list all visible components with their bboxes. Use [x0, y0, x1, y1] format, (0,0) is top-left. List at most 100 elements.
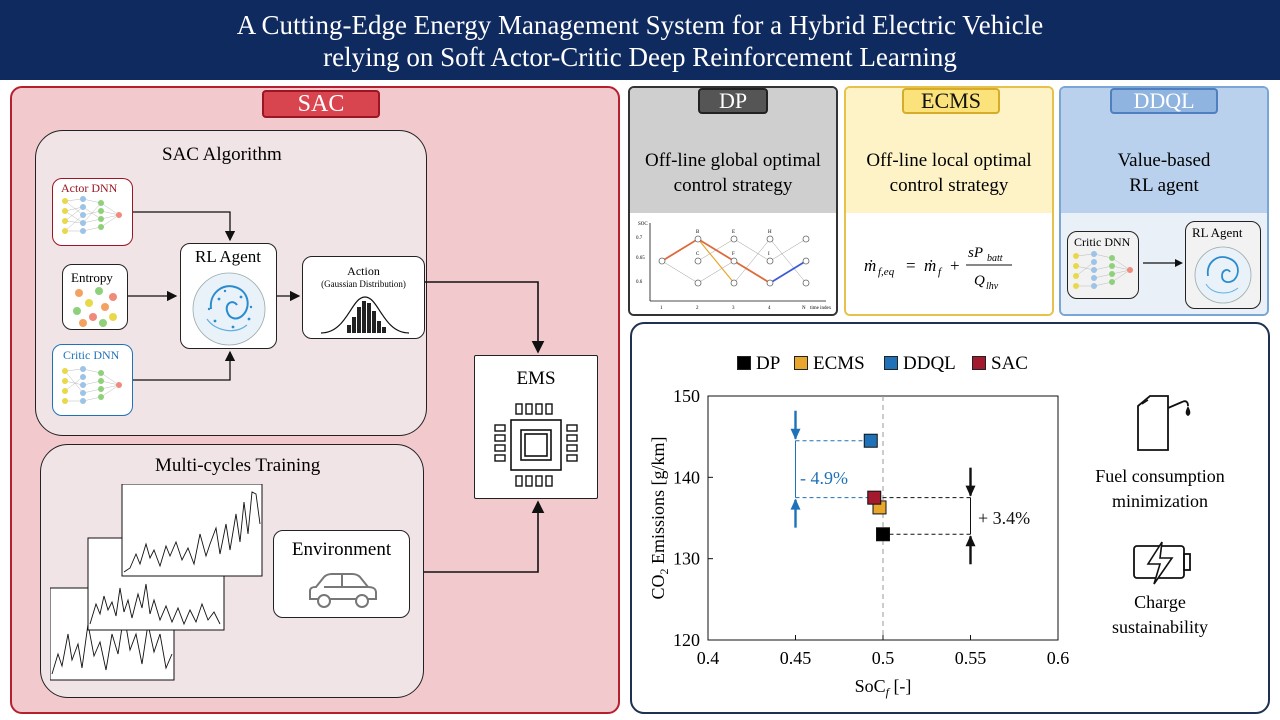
ddql-network-icon [1073, 251, 1133, 289]
ems-label: EMS [516, 368, 556, 389]
environment-to-ems-arrow [424, 500, 545, 573]
dp-graph-icon: SOC time index 0.7 0.65 0.6 1 2 3 4 N [636, 222, 832, 311]
dp-ylabel: SOC [638, 222, 648, 227]
actor-dnn-label: Actor DNN [61, 181, 118, 195]
gaussian-distribution-icon [320, 296, 410, 334]
svg-text:f: f [938, 266, 943, 278]
dp-ytick-1: 0.7 [636, 236, 643, 241]
y-tick-label-0: 120 [673, 630, 700, 650]
dp-ytick-2: 0.65 [636, 256, 645, 261]
annotation-0 [790, 410, 875, 528]
dp-tag: DP [698, 88, 768, 114]
ems-card: EMS [474, 355, 598, 499]
sac-tag: SAC [262, 90, 380, 118]
dp-xtick-3: 3 [732, 306, 735, 311]
cycle-plot-front [121, 484, 263, 577]
y-tick-label-3: 150 [673, 386, 700, 406]
ticks: 0.4 0.45 0.5 0.55 0.6 120 130 140 150 [673, 386, 1069, 668]
legend-sac-swatch [972, 356, 986, 370]
sac-algorithm-title: SAC Algorithm [162, 144, 282, 165]
rl-agent-label: RL Agent [195, 247, 261, 266]
actor-to-agent-arrow [133, 211, 236, 242]
svg-text:=: = [906, 256, 916, 275]
title-line-1: A Cutting-Edge Energy Management System … [236, 10, 1044, 40]
actor-dnn-card: Actor DNN [52, 178, 133, 246]
dp-node-h: H [768, 230, 772, 235]
x-tick-label-1: 0.45 [780, 648, 812, 668]
training-title: Multi-cycles Training [155, 455, 321, 476]
environment-label: Environment [291, 539, 392, 560]
point-sac [867, 490, 882, 505]
dp-xtick-2: 2 [696, 306, 699, 311]
actor-network-icon [62, 196, 122, 234]
fuel-can-icon [1137, 395, 1191, 451]
annotation-sac-label: + 3.4% [978, 508, 1030, 528]
ecms-tag: ECMS [902, 88, 1000, 114]
svg-text:ṁ: ṁ [924, 256, 936, 275]
battery-charge-icon [1133, 541, 1191, 585]
ecms-panel: Off-line local optimal control strategy … [844, 86, 1054, 316]
action-sublabel: (Gaussian Distribution) [321, 279, 406, 289]
annotations [790, 410, 976, 565]
dp-ytick-3: 0.6 [636, 280, 643, 285]
legend-ddql-swatch [884, 356, 898, 370]
svg-text:sP: sP [968, 245, 983, 261]
svg-text:Q: Q [974, 273, 985, 289]
annotation-ddql-label: - 4.9% [800, 468, 848, 488]
dp-xlabel: time index [810, 306, 832, 311]
legend-dp-swatch [737, 356, 751, 370]
x-tick-label-2: 0.5 [872, 648, 895, 668]
ddql-critic-card: Critic DNN [1067, 231, 1139, 299]
ddql-agent-label: RL Agent [1192, 225, 1243, 240]
point-ddql [863, 433, 878, 448]
ddql-panel: Value-based RL agent Critic DNN RL Age [1059, 86, 1269, 316]
svg-text:lhv: lhv [986, 281, 999, 292]
dp-node-f: F [732, 252, 735, 257]
title-bar: A Cutting-Edge Energy Management System … [0, 0, 1280, 80]
legend-ecms-swatch [794, 356, 808, 370]
critic-to-agent-arrow [133, 350, 236, 381]
action-to-ems-arrow [425, 281, 545, 354]
ecms-description: Off-line local optimal control strategy [866, 150, 1032, 196]
point-dp [876, 527, 890, 542]
critic-network-icon [62, 366, 122, 404]
dp-node-i: I [768, 252, 770, 257]
svg-text:f,eq: f,eq [878, 266, 895, 278]
ddql-tag: DDQL [1110, 88, 1218, 114]
critic-dnn-card: Critic DNN [52, 344, 133, 416]
dp-node-b: B [696, 230, 700, 235]
chip-icon [494, 403, 578, 487]
co2-soc-chart: 0.4 0.45 0.5 0.55 0.6 120 130 140 150 SoCf [-] C… [648, 386, 1069, 699]
critic-dnn-label: Critic DNN [63, 348, 120, 362]
charge-label: Charge sustainability [1112, 592, 1208, 637]
ddql-panel-bottom: Critic DNN RL Agent [1061, 213, 1267, 314]
svg-text:batt: batt [987, 253, 1003, 264]
svg-text:+: + [950, 256, 960, 275]
ddql-arrow [1143, 259, 1183, 267]
ddql-agent-card: RL Agent [1185, 221, 1261, 309]
svg-text:ṁ: ṁ [864, 256, 876, 275]
title-line-2: relying on Soft Actor-Critic Deep Reinfo… [323, 42, 957, 72]
data-points [863, 433, 890, 542]
legend-ddql: DDQL [884, 353, 956, 375]
dp-xtick-4: 4 [768, 306, 771, 311]
x-tick-label-3: 0.55 [955, 648, 987, 668]
dp-node-e: E [732, 230, 735, 235]
annotation-1 [874, 467, 976, 565]
driving-cycle-plots [50, 484, 263, 681]
legend-sac: SAC [972, 353, 1028, 375]
action-card: Action (Gaussian Distribution) [302, 256, 425, 339]
x-axis-label: SoCf [-] [855, 676, 912, 699]
rl-agent-card: RL Agent [180, 243, 277, 349]
ddql-description: Value-based RL agent [1117, 150, 1211, 196]
environment-card: Environment [273, 530, 410, 618]
fuel-label: Fuel consumption minimization [1095, 466, 1225, 511]
y-tick-label-2: 140 [673, 467, 700, 487]
dp-panel: Off-line global optimal control strategy… [628, 86, 838, 316]
brain-icon [192, 272, 266, 346]
ddql-critic-label: Critic DNN [1074, 235, 1131, 249]
dp-panel-bottom: SOC time index 0.7 0.65 0.6 1 2 3 4 N [630, 213, 836, 314]
car-icon [309, 573, 377, 608]
dp-description: Off-line global optimal control strategy [645, 150, 821, 196]
entropy-dots-icon [73, 287, 117, 327]
